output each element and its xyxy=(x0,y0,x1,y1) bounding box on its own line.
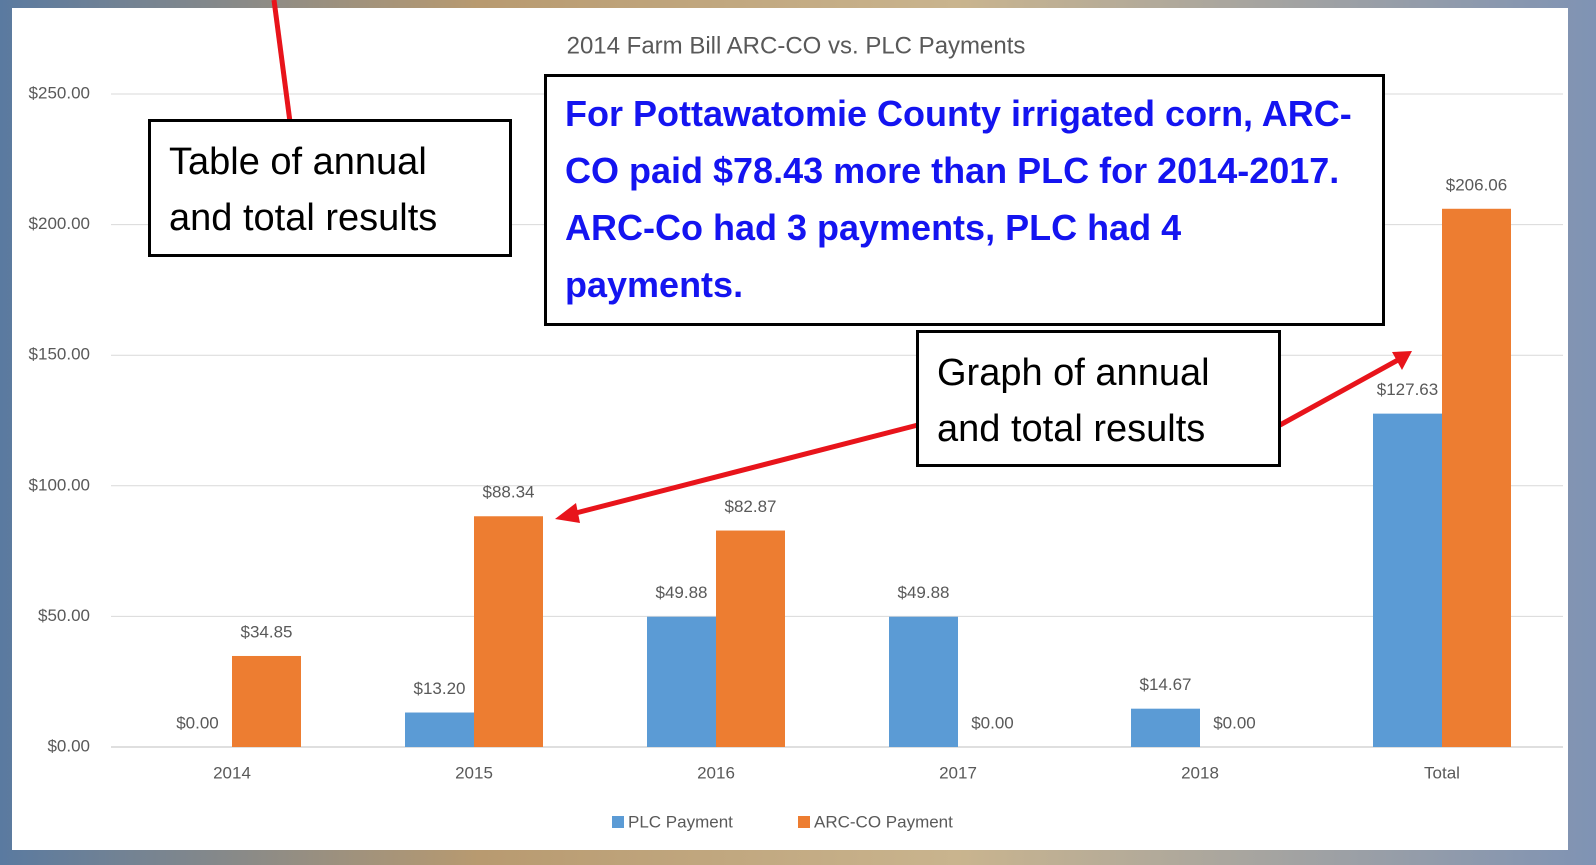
bar xyxy=(232,655,301,747)
arrow xyxy=(571,422,919,517)
y-tick-label: $0.00 xyxy=(47,736,90,755)
bar xyxy=(1442,208,1511,747)
value-label: $14.67 xyxy=(1140,675,1192,694)
bar xyxy=(889,616,958,747)
arrow-head xyxy=(1392,351,1412,370)
bar xyxy=(405,712,474,747)
bar xyxy=(1373,413,1442,747)
x-tick-label: 2015 xyxy=(455,763,493,782)
y-tick-label: $200.00 xyxy=(29,214,90,233)
value-label: $88.34 xyxy=(483,483,535,502)
y-tick-label: $100.00 xyxy=(29,475,90,494)
value-label: $127.63 xyxy=(1377,380,1438,399)
bar xyxy=(474,516,543,747)
value-label: $49.88 xyxy=(656,583,708,602)
annotation-box: For Pottawatomie County irrigated corn, … xyxy=(544,74,1385,326)
y-tick-label: $50.00 xyxy=(38,606,90,625)
value-label: $0.00 xyxy=(971,713,1014,732)
y-tick-label: $250.00 xyxy=(29,83,90,102)
value-label: $49.88 xyxy=(898,583,950,602)
annotation-box: Table of annual and total results xyxy=(148,119,512,257)
x-tick-label: Total xyxy=(1424,763,1460,782)
legend-swatch xyxy=(798,816,810,828)
x-tick-label: 2018 xyxy=(1181,763,1219,782)
value-label: $13.20 xyxy=(414,679,466,698)
arrow xyxy=(1278,357,1400,428)
bar xyxy=(1131,708,1200,747)
x-tick-label: 2017 xyxy=(939,763,977,782)
legend-label: PLC Payment xyxy=(628,812,733,831)
value-label: $82.87 xyxy=(725,497,777,516)
plot: $0.00 $50.00 $100.00 $150.00 $200.00 $250.00 2… xyxy=(29,83,1563,831)
x-tick-label: 2016 xyxy=(697,763,735,782)
value-label: $0.00 xyxy=(1213,713,1256,732)
legend-label: ARC-CO Payment xyxy=(814,812,953,831)
y-tick-label: $150.00 xyxy=(29,345,90,364)
arrow-head xyxy=(555,503,580,523)
arrow xyxy=(271,0,293,123)
bar xyxy=(716,530,785,747)
value-label: $34.85 xyxy=(241,622,293,641)
x-tick-label: 2014 xyxy=(213,763,251,782)
legend-swatch xyxy=(612,816,624,828)
value-label: $0.00 xyxy=(176,713,219,732)
bar xyxy=(647,616,716,747)
annotation-box: Graph of annual and total results xyxy=(916,330,1281,467)
chart-title: 2014 Farm Bill ARC-CO vs. PLC Payments xyxy=(567,32,1026,59)
value-label: $206.06 xyxy=(1446,175,1507,194)
